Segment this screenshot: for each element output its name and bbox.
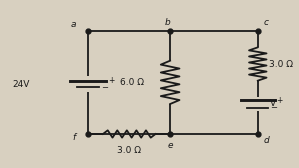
Text: d: d (264, 136, 269, 145)
Text: 3.0 Ω: 3.0 Ω (117, 146, 141, 155)
Text: 6.0 Ω: 6.0 Ω (120, 78, 144, 87)
Text: f: f (72, 133, 75, 142)
Text: V: V (269, 99, 276, 109)
Text: +: + (276, 96, 283, 105)
Text: 3.0 Ω: 3.0 Ω (269, 59, 294, 69)
Text: c: c (264, 18, 269, 27)
Text: −: − (270, 103, 277, 112)
Text: a: a (71, 19, 77, 29)
Text: b: b (164, 18, 170, 27)
Text: −: − (101, 83, 108, 92)
Text: e: e (167, 141, 173, 150)
Text: 24V: 24V (12, 79, 30, 89)
Text: +: + (108, 76, 114, 85)
